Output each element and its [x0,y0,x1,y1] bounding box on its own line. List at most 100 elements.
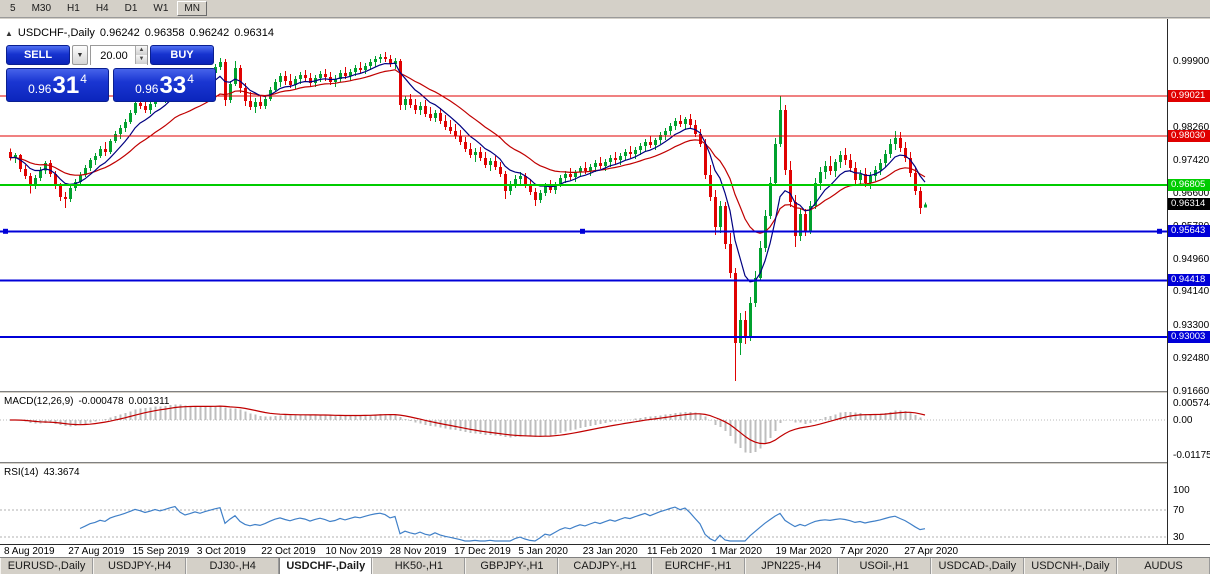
buy-price-pipette: 4 [187,72,194,86]
price-axis-label: 0.94140 [1173,286,1210,298]
macd-panel[interactable]: MACD(12,26,9) -0.000478 0.001311 [0,394,1167,462]
buy-price-base: 0.96 [135,82,159,96]
chart-tab-cadjpy-h1[interactable]: CADJPY-,H1 [558,558,652,574]
date-axis-label: 11 Feb 2020 [647,546,703,557]
chart-tab-bar: EURUSD-,Daily USDJPY-,H4 DJ30-,H4 USDCHF-,D… [0,557,1210,574]
date-axis-label: 5 Jan 2020 [518,546,568,557]
ohlc-high: 0.96358 [144,27,185,39]
rsi-chart [0,505,1167,542]
rsi-axis-label: 100 [1173,484,1190,496]
macd-axis-label: 0.00 [1173,415,1193,426]
price-level-flag: 0.99021 [1168,90,1210,103]
chart-tab-hk50-h1[interactable]: HK50-,H1 [372,558,466,574]
buy-price-display[interactable]: 0.96 33 4 [113,68,216,102]
macd-chart [0,404,1167,454]
chart-tab-usdchf-daily[interactable]: USDCHF-,Daily [279,558,373,574]
chart-tab-audus[interactable]: AUDUS [1116,558,1210,574]
sell-price-big: 31 [52,72,80,99]
sell-button[interactable]: SELL [6,45,70,65]
price-axis[interactable]: 0.999000.990800.982600.974200.966000.957… [1167,19,1210,544]
macd-name: MACD(12,26,9) [4,396,74,407]
line-handle [3,228,8,234]
timeframe-button-mn[interactable]: MN [177,1,207,16]
timeframe-button-5[interactable]: 5 [10,3,16,14]
price-axis-label: 0.98260 [1173,121,1210,133]
macd-signal-value: 0.001311 [128,396,170,407]
timeframe-button-d1[interactable]: D1 [124,3,138,14]
timeframe-button-m30[interactable]: M30 [31,3,52,14]
macd-axis-label: 0.005744 [1173,397,1210,409]
date-axis-label: 22 Oct 2019 [261,546,316,557]
panel-splitter-rsi[interactable] [0,462,1210,465]
macd-histogram [14,404,927,454]
price-level-flag: 0.96805 [1168,178,1210,191]
price-axis-label: 0.96600 [1173,188,1210,199]
macd-signal-line [10,405,926,445]
price-level-flag: 0.95643 [1168,225,1210,238]
macd-label: MACD(12,26,9) -0.000478 0.001311 [4,396,174,407]
buy-button[interactable]: BUY [150,45,214,65]
ohlc-header: ▲ USDCHF-,Daily 0.96242 0.96358 0.96242 0.963… [5,27,279,39]
date-axis-label: 8 Aug 2019 [4,546,55,557]
timeframe-button-w1[interactable]: W1 [153,3,169,14]
chart-tab-gbpjpy-h1[interactable]: GBPJPY-,H1 [465,558,559,574]
panel-splitter-macd[interactable] [0,391,1210,394]
rsi-panel[interactable]: RSI(14) 43.3674 [0,465,1167,544]
chart-tab-usoil-h1[interactable]: USOil-,H1 [837,558,931,574]
rsi-line [79,505,926,542]
macd-main-value: -0.000478 [78,396,124,407]
volume-input[interactable] [91,47,147,65]
sell-price-base: 0.96 [28,82,52,96]
one-click-collapse-button[interactable]: ▲ [5,29,13,38]
main-chart-panel[interactable]: ▲ USDCHF-,Daily 0.96242 0.96358 0.96242 0.963… [0,19,1167,391]
ma-slow-line [9,69,926,234]
date-axis-label: 10 Nov 2019 [325,546,383,557]
line-handle [1157,228,1162,234]
price-axis-label: 0.91660 [1173,385,1210,397]
chart-tab-eurusd-daily[interactable]: EURUSD-,Daily [0,558,94,574]
ma-fast-line [9,62,926,283]
chart-tab-dj30-h4[interactable]: DJ30-,H4 [186,558,280,574]
date-axis-label: 1 Mar 2020 [711,546,762,557]
sell-price-pipette: 4 [80,72,87,86]
chart-tab-eurchf-h1[interactable]: EURCHF-,H1 [651,558,745,574]
ohlc-close: 0.96314 [234,27,274,39]
price-axis-label: 0.99900 [1173,56,1210,67]
timeframe-toolbar: 5 M30 H1 H4 D1 W1 MN [0,0,1210,18]
candlestick-chart[interactable] [0,19,1167,391]
price-level-flag: 0.98030 [1168,129,1210,142]
ohlc-open: 0.96242 [99,27,140,39]
rsi-axis-label: 30 [1173,532,1185,543]
rsi-label: RSI(14) 43.3674 [4,467,85,478]
chart-tab-usdjpy-h4[interactable]: USDJPY-,H4 [93,558,187,574]
volume-increase-button[interactable]: ▲ [135,46,147,55]
chart-tab-usdcad-daily[interactable]: USDCAD-,Daily [930,558,1024,574]
price-axis-label: 0.94960 [1173,253,1210,265]
date-axis-label: 17 Dec 2019 [454,546,511,557]
rsi-value: 43.3674 [43,467,80,478]
price-level-flag: 0.93003 [1168,330,1210,343]
date-axis-label: 19 Mar 2020 [775,546,832,557]
date-axis-label: 15 Sep 2019 [132,546,190,557]
volume-decrease-button[interactable]: ▼ [135,55,147,64]
date-axis-label: 28 Nov 2019 [389,546,447,557]
timeframe-button-h1[interactable]: H1 [67,3,80,14]
macd-axis-label: -0.011758 [1173,450,1210,462]
price-axis-label: 0.92480 [1173,352,1210,364]
rsi-name: RSI(14) [4,467,39,478]
date-axis-label: 7 Apr 2020 [839,546,889,557]
chart-tab-jpn225-h4[interactable]: JPN225-,H4 [744,558,838,574]
time-axis[interactable]: 8 Aug 2019 27 Aug 2019 15 Sep 2019 3 Oct 20… [0,544,1210,557]
rsi-axis-label: 70 [1173,505,1185,516]
volume-stepper: ▲ ▼ [135,46,147,64]
chart-tab-usdcnh-daily[interactable]: USDCNH-,Daily [1023,558,1117,574]
date-axis-label: 27 Apr 2020 [904,546,959,557]
volume-dropdown-button[interactable]: ▼ [72,45,88,65]
sell-price-display[interactable]: 0.96 31 4 [6,68,109,102]
buy-price-big: 33 [159,72,187,99]
timeframe-button-h4[interactable]: H4 [95,3,109,14]
ohlc-low: 0.96242 [189,27,230,39]
bear-bodies [9,57,922,343]
